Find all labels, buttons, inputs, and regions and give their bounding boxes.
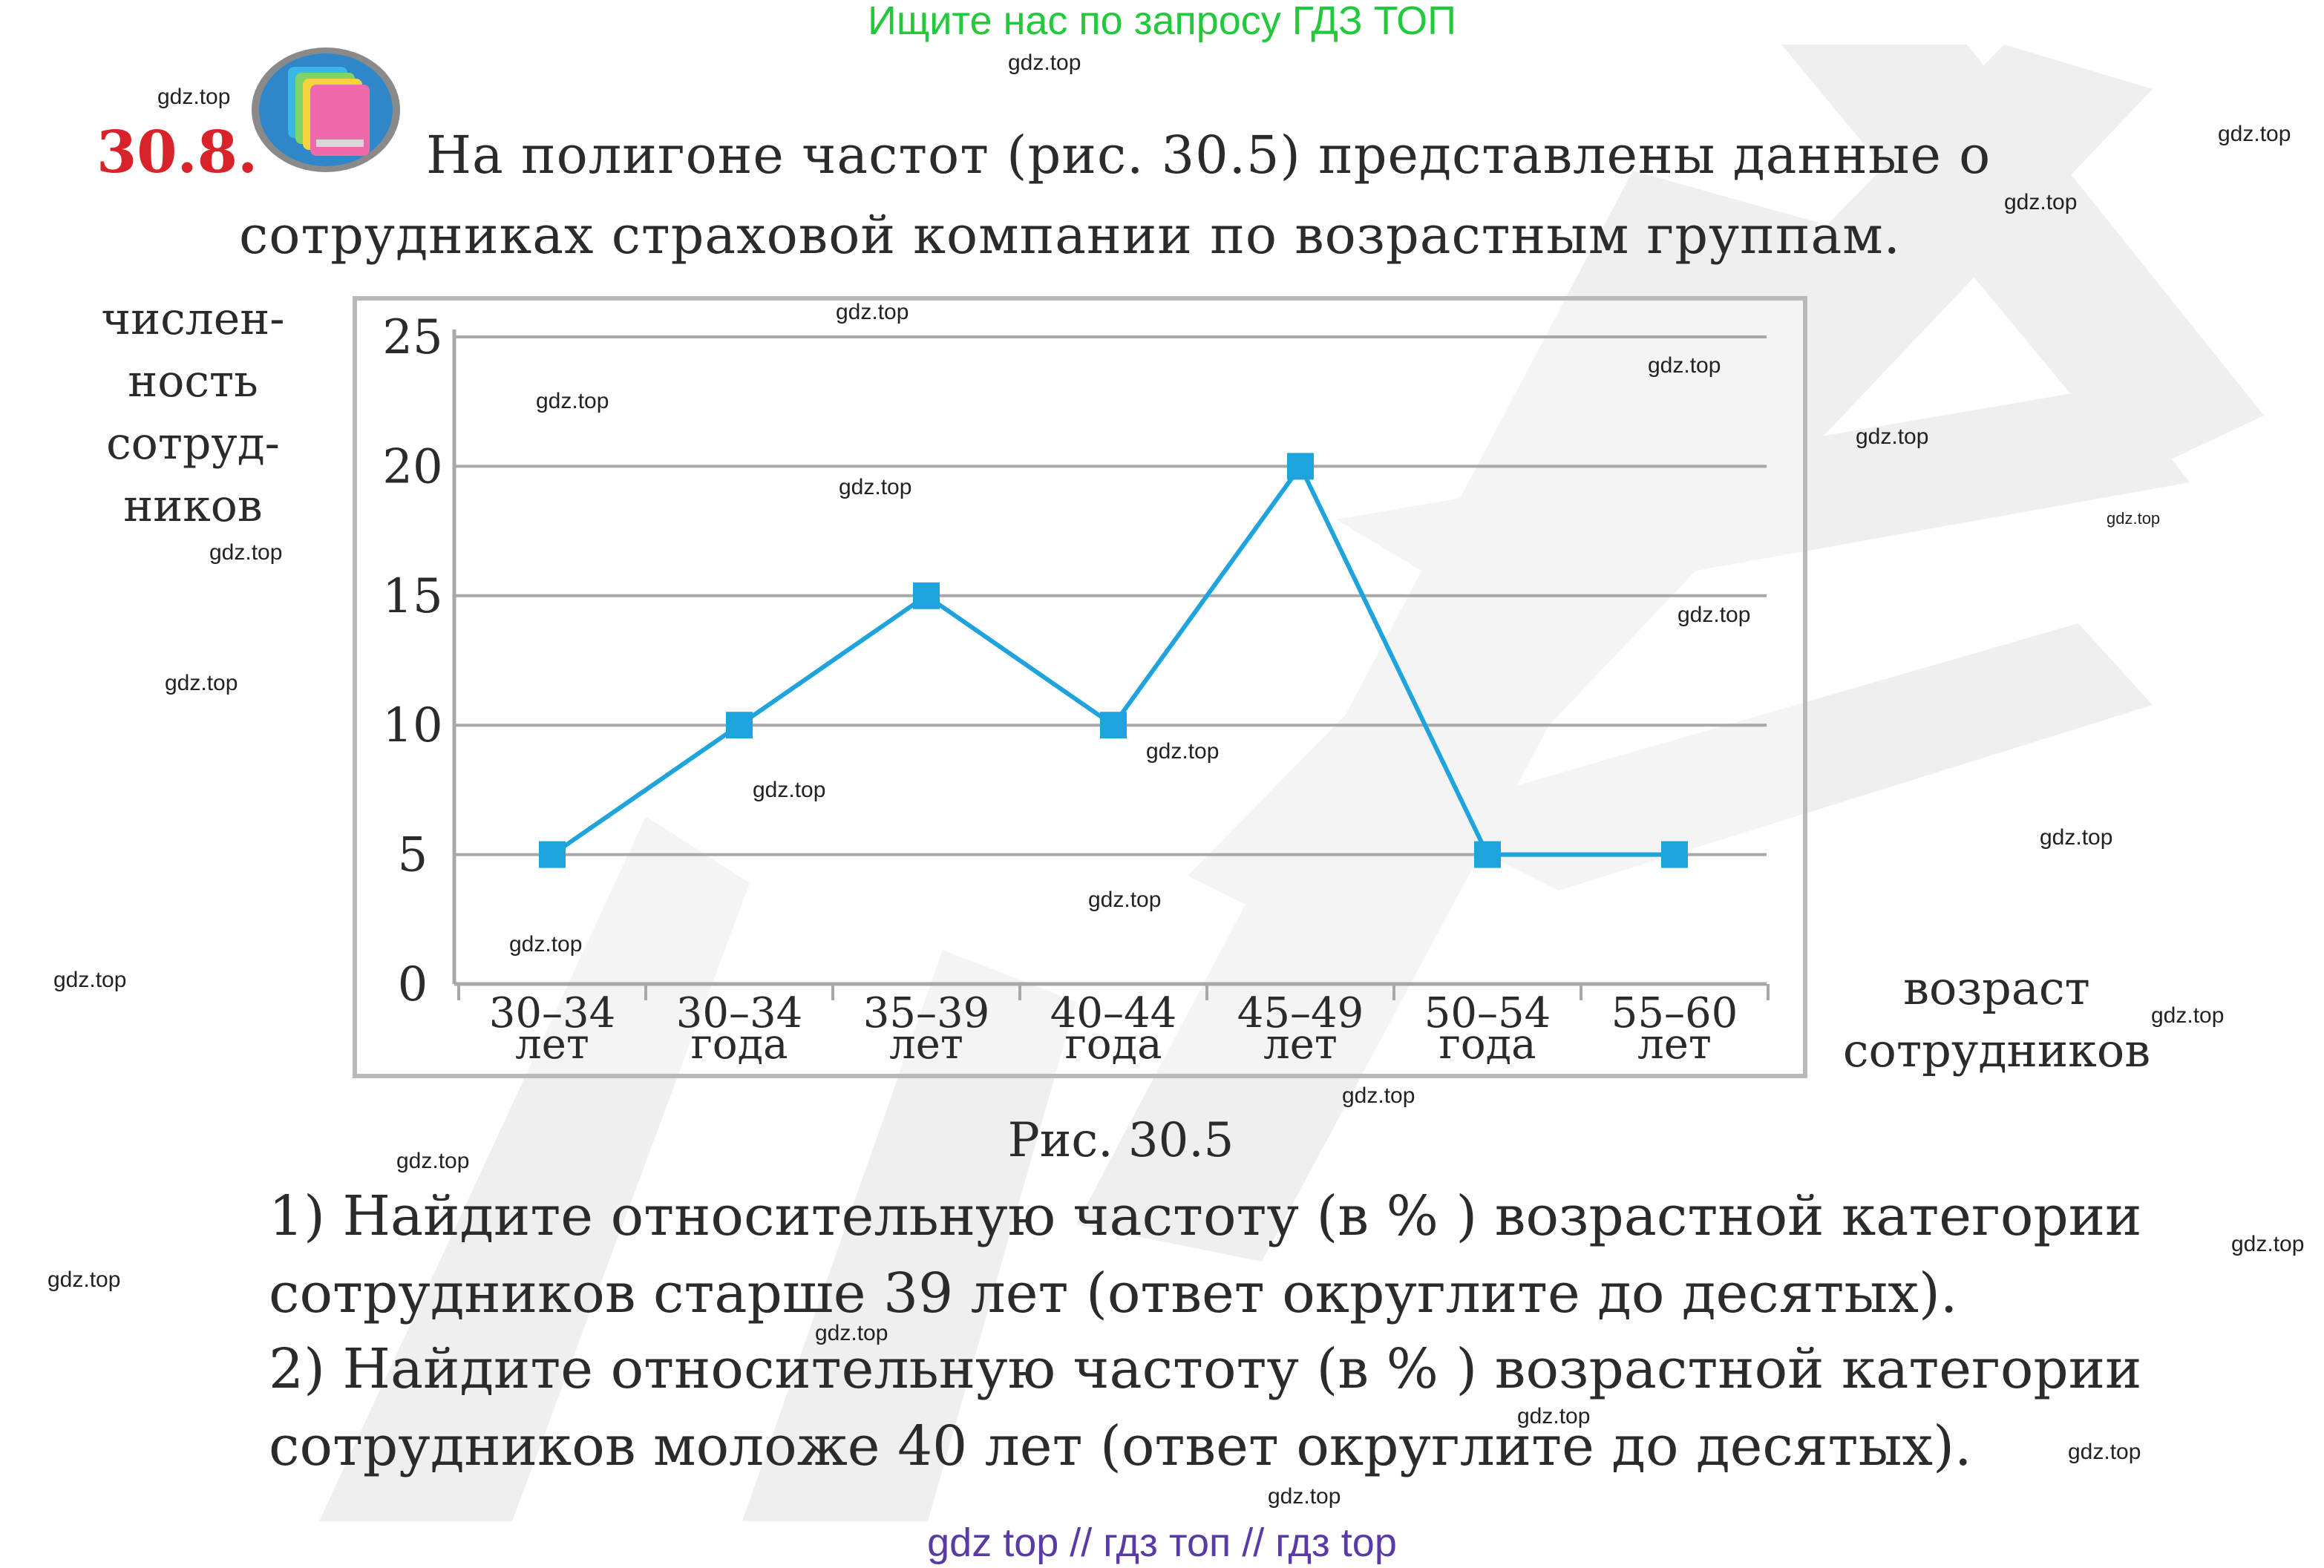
x-axis-label: возраст сотрудников: [1811, 957, 2182, 1082]
y-axis-label-line: ность: [128, 355, 258, 407]
watermark-label: gdz.top: [1517, 1404, 1591, 1428]
watermark-label: gdz.top: [396, 1149, 470, 1173]
watermark-label: gdz.top: [2068, 1440, 2141, 1464]
x-axis-label-line: возраст: [1903, 961, 2090, 1015]
x-tick-label: лет: [1263, 1020, 1338, 1069]
x-tick-label: 45–49: [1237, 989, 1364, 1037]
task-line-1: 1) Найдите относительную частоту (в % ) …: [269, 1184, 2142, 1248]
y-tick-label: 15: [382, 569, 442, 624]
watermark-label: gdz.top: [1856, 424, 1929, 449]
watermark-label: gdz.top: [1008, 50, 1081, 75]
x-tick-label: 55–60: [1611, 989, 1738, 1037]
x-tick-label: лет: [1637, 1020, 1712, 1069]
x-tick-label: лет: [889, 1020, 963, 1069]
y-tick-label: 5: [398, 828, 428, 883]
y-axis-label-line: числен-: [101, 293, 285, 345]
y-tick-label: 10: [382, 698, 442, 753]
y-tick-label: 20: [382, 439, 442, 494]
x-tick-label: 40–44: [1050, 989, 1177, 1037]
top-banner: Ищите нас по запросу ГДЗ ТОП: [868, 0, 1456, 43]
task-line-2: сотрудников старше 39 лет (ответ округли…: [269, 1262, 1958, 1325]
problem-line-2: сотрудниках страховой компании по возрас…: [239, 205, 1901, 266]
data-point: [1661, 841, 1688, 868]
figure-caption: Рис. 30.5: [1007, 1113, 1234, 1168]
y-axis-label-line: сотруд-: [106, 418, 280, 470]
task-line-3: 2) Найдите относительную частоту (в % ) …: [269, 1337, 2142, 1401]
x-tick-label: года: [1439, 1020, 1536, 1069]
data-point: [1100, 712, 1127, 739]
data-point: [913, 582, 940, 609]
data-point: [539, 841, 566, 868]
watermark-label: gdz.top: [1088, 888, 1162, 912]
problem-line-1: На полигоне частот (рис. 30.5) представл…: [426, 125, 1991, 186]
y-tick-label: 25: [382, 310, 442, 365]
watermark-label: gdz.top: [157, 85, 231, 109]
x-tick-label: 30–34: [489, 989, 616, 1037]
chart-frame: [353, 296, 1807, 1078]
watermark-label: gdz.top: [53, 968, 127, 992]
data-point: [1474, 841, 1501, 868]
watermark-label: gdz.top: [1146, 739, 1220, 764]
watermark-label: gdz.top: [2004, 190, 2078, 214]
x-tick-label: лет: [515, 1020, 589, 1069]
watermark-label: gdz.top: [2107, 509, 2161, 528]
task-line-4: сотрудников моложе 40 лет (ответ округли…: [269, 1414, 1972, 1478]
y-tick-label: 0: [398, 957, 428, 1012]
watermark-label: gdz.top: [2218, 122, 2291, 146]
watermark-label: gdz.top: [509, 932, 583, 957]
x-tick-label: 35–39: [863, 989, 990, 1037]
x-tick-label: 50–54: [1424, 989, 1551, 1037]
watermark-label: gdz.top: [839, 475, 912, 499]
watermark-label: gdz.top: [165, 671, 238, 695]
x-axis-label-line: сотрудников: [1842, 1023, 2151, 1077]
watermark-label: gdz.top: [536, 389, 609, 413]
watermark-label: gdz.top: [815, 1321, 888, 1345]
watermark-label: gdz.top: [1268, 1484, 1341, 1509]
watermark-label: gdz.top: [753, 778, 826, 802]
watermark-label: gdz.top: [1648, 353, 1721, 378]
bottom-banner: gdz top // гдз топ // гдз top: [927, 1521, 1397, 1565]
x-tick-label: 30–34: [676, 989, 803, 1037]
y-axis-label: числен- ность сотруд- ников: [82, 288, 304, 537]
book-stack-icon: [252, 47, 400, 172]
watermark-label: gdz.top: [209, 540, 283, 565]
y-axis-label-line: ников: [123, 480, 263, 532]
watermark-label: gdz.top: [1677, 603, 1751, 627]
x-tick-label: года: [1065, 1020, 1162, 1069]
x-tick-label: года: [691, 1020, 788, 1069]
watermark-label: gdz.top: [48, 1267, 121, 1292]
watermark-label: gdz.top: [1342, 1083, 1415, 1108]
data-point: [1287, 453, 1314, 480]
watermark-label: gdz.top: [2231, 1232, 2305, 1256]
watermark-label: gdz.top: [836, 300, 909, 324]
watermark-label: gdz.top: [2040, 825, 2113, 850]
watermark-label: gdz.top: [2151, 1003, 2225, 1028]
data-point: [726, 712, 753, 739]
problem-number: 30.8.: [96, 119, 258, 186]
